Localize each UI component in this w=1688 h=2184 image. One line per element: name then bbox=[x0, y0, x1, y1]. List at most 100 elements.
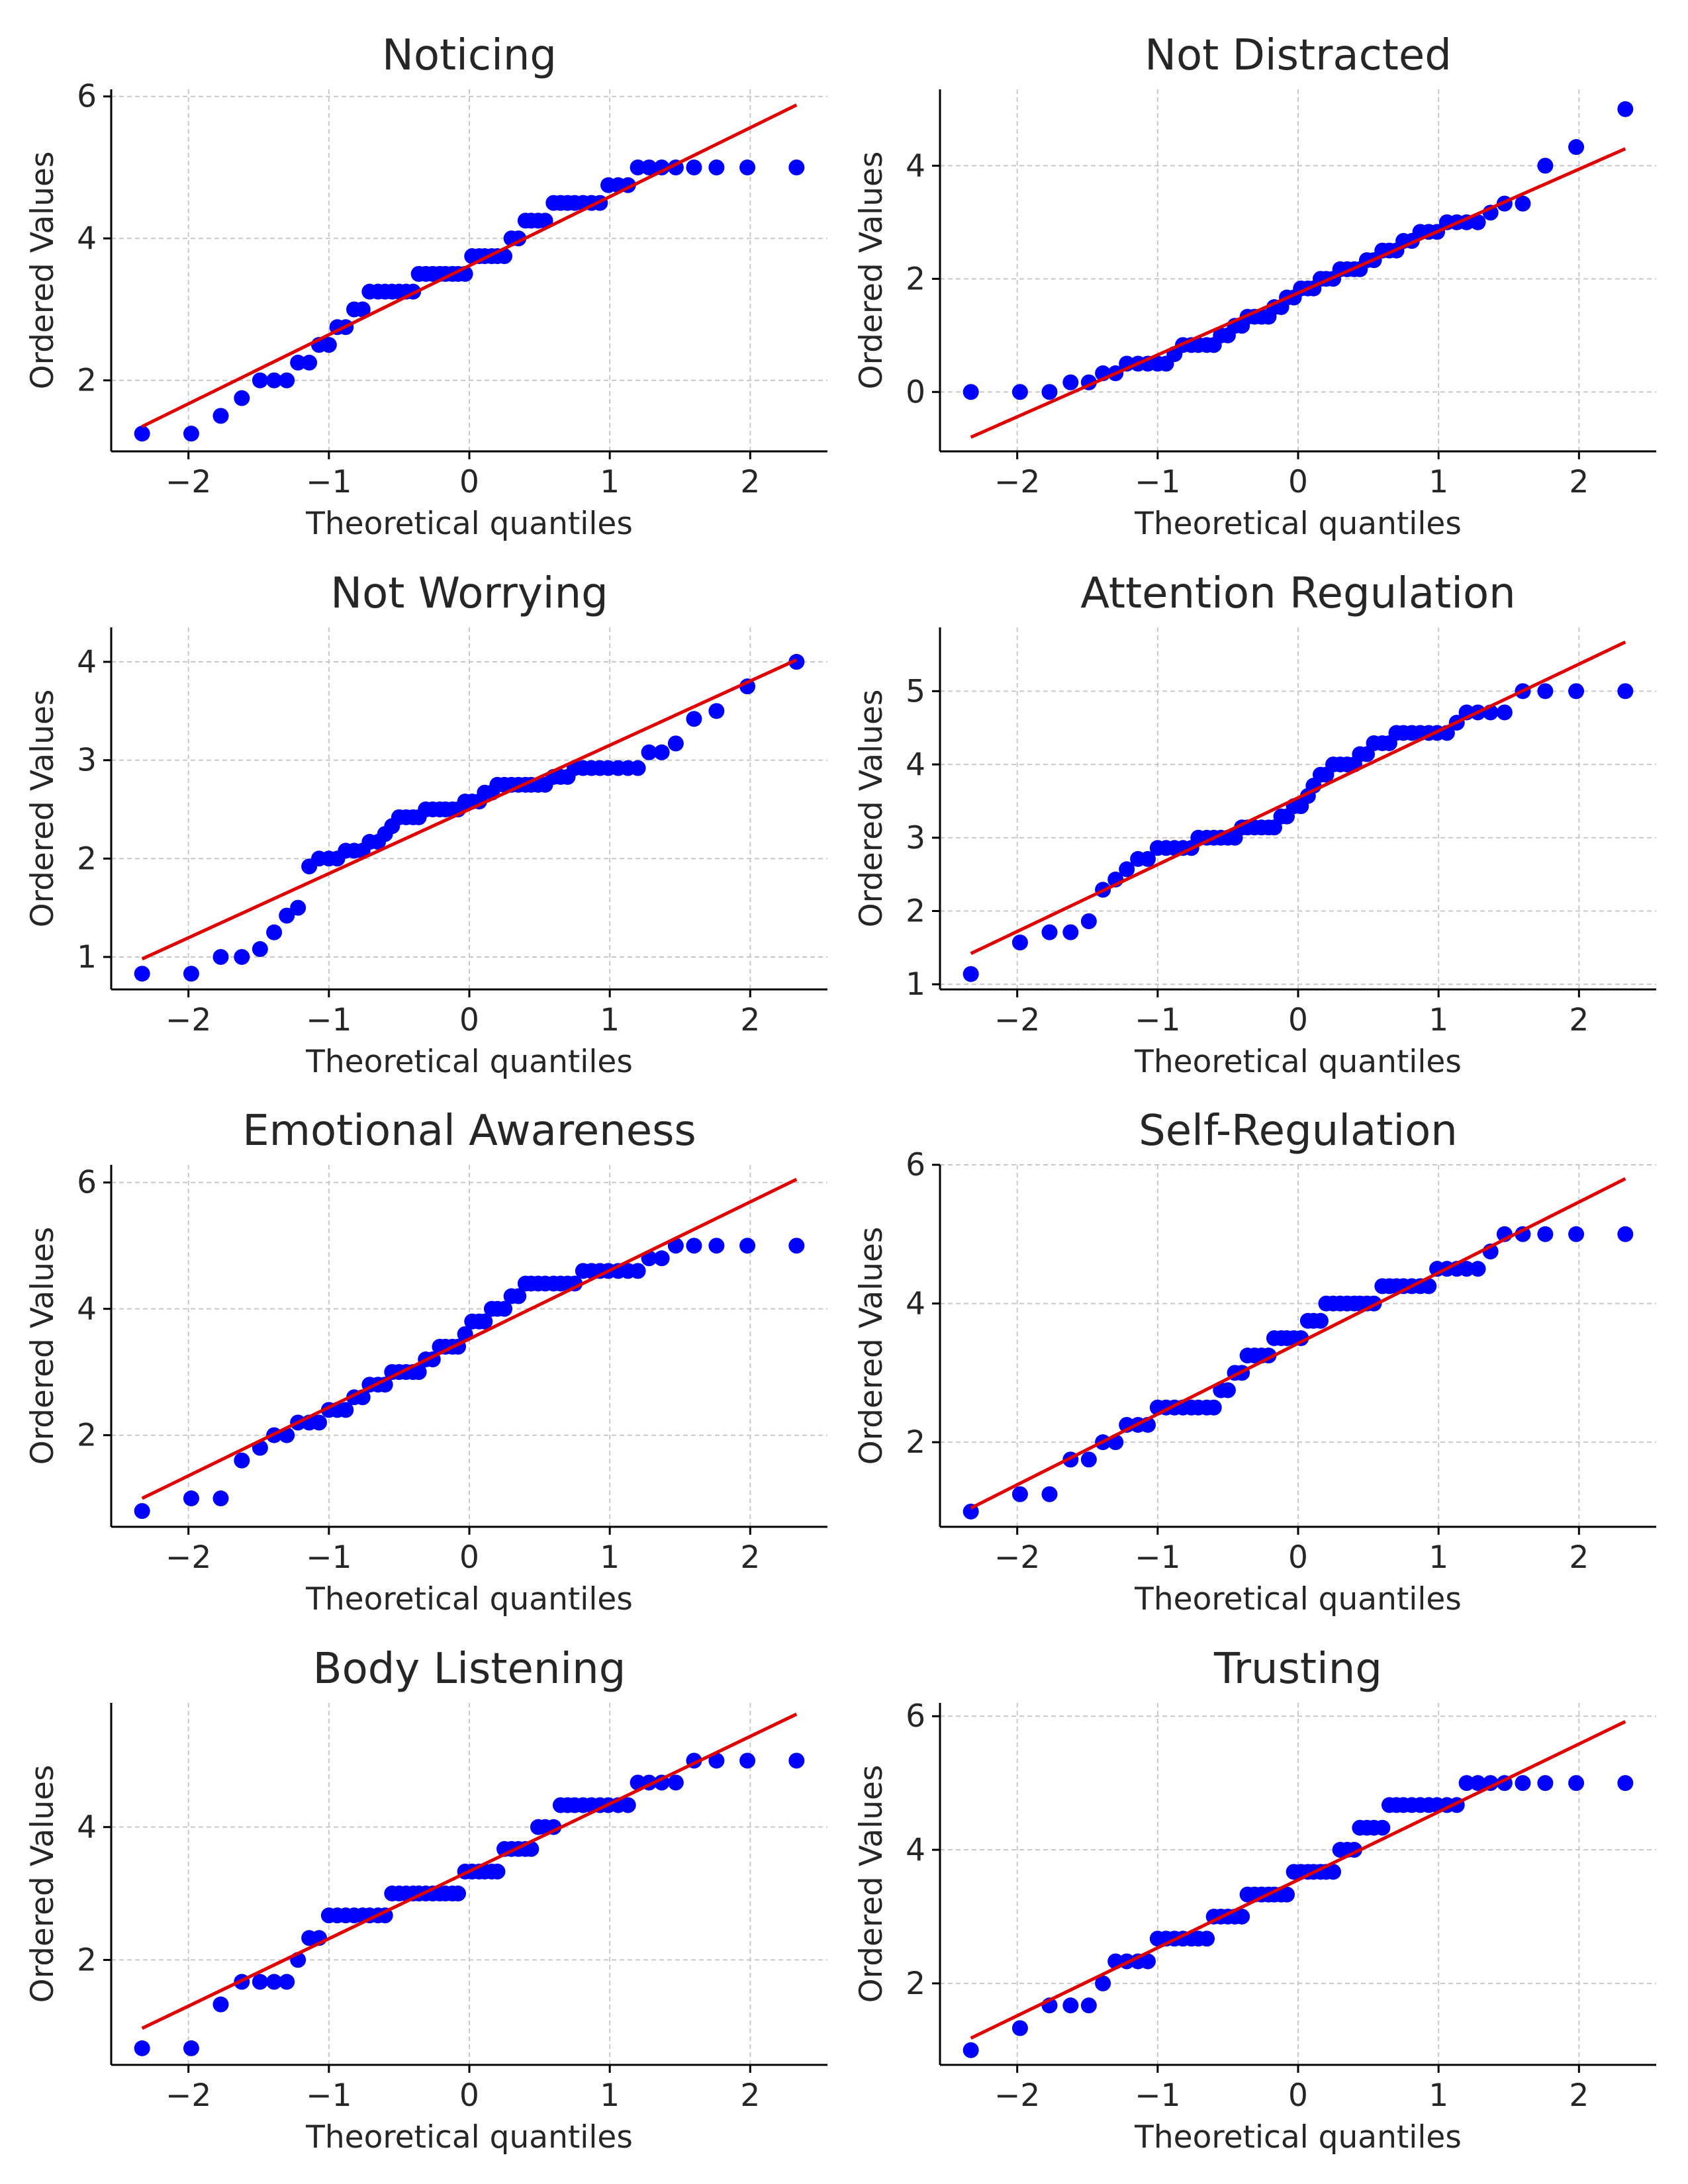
qq-panel: −2 −1 0 1 2 2 4 Body Listening Theoretical quant… bbox=[24, 1645, 827, 2156]
data-point bbox=[1095, 1975, 1111, 1991]
data-point bbox=[1470, 214, 1486, 230]
data-point bbox=[450, 1886, 467, 1902]
y-tick-label: 4 bbox=[906, 747, 925, 783]
x-tick-label: 0 bbox=[1288, 1539, 1308, 1576]
data-point bbox=[1041, 384, 1058, 400]
data-point bbox=[1062, 374, 1079, 390]
x-tick-label: −2 bbox=[165, 1002, 211, 1038]
data-point bbox=[1537, 158, 1554, 174]
data-point bbox=[1617, 1226, 1634, 1242]
data-point bbox=[1325, 1864, 1342, 1880]
data-point bbox=[477, 1313, 493, 1330]
y-tick-label: 3 bbox=[77, 743, 97, 779]
y-axis-label: Ordered Values bbox=[24, 1765, 61, 2003]
data-point bbox=[266, 372, 283, 388]
data-point bbox=[290, 899, 306, 916]
data-point bbox=[212, 948, 229, 965]
y-tick-label: 6 bbox=[906, 1147, 925, 1183]
x-tick-label: 1 bbox=[1429, 2077, 1448, 2114]
x-tick-label: 0 bbox=[459, 464, 479, 500]
data-point bbox=[1205, 1399, 1222, 1416]
x-axis-label: Theoretical quantiles bbox=[305, 1044, 633, 1080]
x-tick-label: −2 bbox=[994, 464, 1040, 500]
data-point bbox=[1062, 924, 1079, 940]
data-point bbox=[310, 1414, 327, 1431]
fit-line bbox=[970, 1720, 1626, 2040]
data-point bbox=[1011, 934, 1028, 951]
data-point bbox=[686, 159, 702, 175]
qq-panel: −2 −1 0 1 2 1 2 3 4 5 Attention Regulation Theoreti… bbox=[853, 569, 1656, 1080]
data-point bbox=[1458, 1261, 1475, 1277]
y-tick-label: 6 bbox=[77, 79, 97, 115]
x-tick-label: −2 bbox=[165, 1539, 211, 1576]
y-tick-label: 2 bbox=[906, 1424, 925, 1461]
data-point bbox=[1011, 2020, 1028, 2036]
y-tick-label: 4 bbox=[77, 644, 97, 680]
x-tick-label: −1 bbox=[1135, 1002, 1180, 1038]
x-tick-label: −1 bbox=[1135, 464, 1180, 500]
data-point bbox=[1219, 1382, 1236, 1398]
x-axis-label: Theoretical quantiles bbox=[305, 1581, 633, 1617]
y-tick-label: 6 bbox=[77, 1165, 97, 1201]
data-point bbox=[354, 301, 371, 318]
data-point bbox=[567, 1275, 583, 1292]
x-tick-label: −2 bbox=[165, 464, 211, 500]
x-tick-label: −1 bbox=[306, 1002, 352, 1038]
y-tick-label: 4 bbox=[906, 1286, 925, 1322]
qq-panel: −2 −1 0 1 2 2 4 6 Trusting Theoretical quantiles O… bbox=[853, 1645, 1656, 2156]
fit-line bbox=[970, 147, 1626, 439]
data-point bbox=[1537, 683, 1554, 700]
y-tick-label: 4 bbox=[77, 220, 97, 257]
x-tick-label: 2 bbox=[740, 2077, 760, 2114]
data-point bbox=[739, 1752, 756, 1769]
x-axis-label: Theoretical quantiles bbox=[1134, 1044, 1462, 1080]
y-axis-label: Ordered Values bbox=[853, 152, 890, 390]
panel-title: Noticing bbox=[382, 31, 557, 80]
data-point bbox=[620, 1797, 636, 1813]
x-tick-label: 1 bbox=[600, 464, 620, 500]
panel-title: Self-Regulation bbox=[1139, 1107, 1458, 1156]
x-tick-label: −2 bbox=[994, 1539, 1040, 1576]
data-point bbox=[234, 390, 250, 406]
data-point bbox=[630, 1774, 646, 1791]
panel-title: Trusting bbox=[1213, 1645, 1382, 1694]
data-point bbox=[1279, 1886, 1295, 1903]
y-axis-label: Ordered Values bbox=[24, 690, 61, 928]
data-point bbox=[290, 354, 306, 371]
data-point bbox=[252, 1974, 268, 1990]
data-point bbox=[212, 1996, 229, 2013]
data-point bbox=[234, 948, 250, 965]
data-point bbox=[1515, 1775, 1531, 1792]
data-point bbox=[708, 159, 725, 175]
data-point bbox=[686, 1238, 702, 1254]
x-tick-label: 1 bbox=[600, 1539, 620, 1576]
data-point bbox=[641, 159, 657, 175]
x-tick-label: −2 bbox=[994, 2077, 1040, 2114]
x-axis-label: Theoretical quantiles bbox=[305, 2119, 633, 2156]
data-point bbox=[252, 372, 268, 388]
data-point bbox=[686, 711, 702, 727]
y-tick-label: 0 bbox=[906, 374, 925, 410]
x-tick-label: −1 bbox=[1135, 1539, 1180, 1576]
fit-line bbox=[141, 1712, 798, 2030]
x-axis-label: Theoretical quantiles bbox=[1134, 506, 1462, 542]
data-point bbox=[537, 212, 553, 229]
data-point bbox=[962, 384, 979, 400]
data-point bbox=[134, 2040, 150, 2056]
qq-panel: −2 −1 0 1 2 2 4 6 Noticing Theoretical quantiles O… bbox=[24, 31, 827, 542]
x-tick-label: 0 bbox=[1288, 1002, 1308, 1038]
x-tick-label: 2 bbox=[740, 1002, 760, 1038]
data-point bbox=[1080, 1997, 1097, 2014]
data-point bbox=[1617, 101, 1634, 117]
data-point bbox=[279, 1974, 295, 1990]
data-point bbox=[1119, 861, 1135, 878]
data-point bbox=[1041, 924, 1058, 940]
y-axis-label: Ordered Values bbox=[853, 1227, 890, 1465]
data-point bbox=[667, 1774, 684, 1791]
fit-line bbox=[141, 1177, 798, 1500]
data-point bbox=[496, 1300, 513, 1317]
data-point bbox=[1421, 1278, 1437, 1295]
data-point bbox=[1199, 1931, 1215, 1947]
qq-panel: −2 −1 0 1 2 1 2 3 4 Not Worrying Theoretical quant… bbox=[24, 569, 827, 1080]
